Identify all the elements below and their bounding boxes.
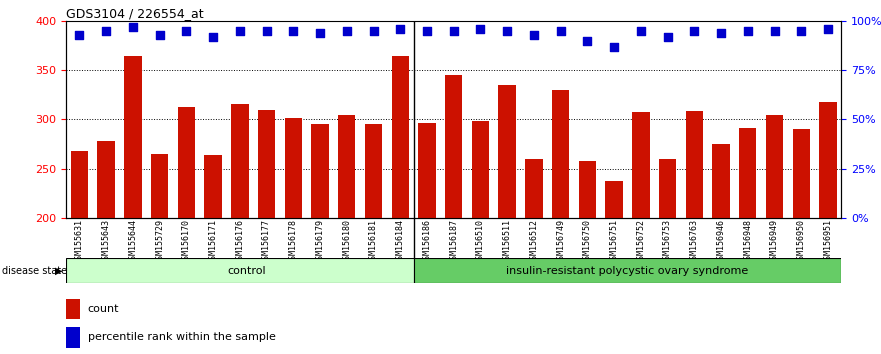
Bar (499, 85, 516, 218)
Text: GSM156753: GSM156753 (663, 219, 672, 264)
Bar (391, 56, 409, 218)
FancyBboxPatch shape (66, 258, 413, 283)
Bar (66, 327, 80, 348)
Text: GSM156180: GSM156180 (343, 219, 352, 264)
Text: GSM156752: GSM156752 (636, 219, 646, 264)
Bar (311, 124, 329, 218)
Point (527, 32, 541, 38)
Bar (418, 124, 436, 218)
Point (794, 28, 808, 34)
Bar (739, 128, 757, 218)
Text: GSM156511: GSM156511 (503, 219, 512, 264)
Text: GSM156749: GSM156749 (556, 219, 565, 264)
Point (260, 28, 274, 34)
Point (821, 26, 835, 32)
Text: GSM156763: GSM156763 (690, 219, 699, 264)
Text: disease state: disease state (2, 266, 67, 276)
Point (420, 28, 434, 34)
Bar (445, 75, 463, 218)
Bar (124, 56, 142, 218)
Point (607, 44, 621, 50)
Point (72, 32, 86, 38)
Text: GSM155643: GSM155643 (101, 219, 111, 264)
Bar (365, 124, 382, 218)
Point (206, 34, 220, 40)
Text: GSM156950: GSM156950 (796, 219, 806, 264)
Point (500, 28, 515, 34)
Bar (685, 111, 703, 218)
Point (661, 34, 675, 40)
Bar (552, 90, 569, 218)
FancyBboxPatch shape (413, 258, 841, 283)
Point (340, 28, 354, 34)
Bar (713, 144, 729, 218)
Point (633, 28, 648, 34)
Text: GSM156184: GSM156184 (396, 219, 404, 264)
Text: GSM156946: GSM156946 (716, 219, 726, 264)
Text: GSM156751: GSM156751 (610, 219, 618, 264)
Text: GSM156186: GSM156186 (423, 219, 432, 264)
Text: control: control (227, 266, 266, 276)
Text: GSM156750: GSM156750 (583, 219, 592, 264)
Bar (659, 159, 677, 218)
Point (714, 30, 728, 36)
Bar (633, 112, 649, 218)
Text: GSM156171: GSM156171 (209, 219, 218, 264)
Point (233, 28, 247, 34)
Bar (338, 115, 355, 218)
Bar (525, 159, 543, 218)
Text: insulin-resistant polycystic ovary syndrome: insulin-resistant polycystic ovary syndr… (507, 266, 749, 276)
Point (553, 28, 567, 34)
Point (447, 28, 461, 34)
Text: GSM156170: GSM156170 (181, 219, 191, 264)
Text: ▶: ▶ (55, 266, 63, 276)
Point (393, 26, 407, 32)
Text: percentile rank within the sample: percentile rank within the sample (88, 332, 276, 342)
Text: GSM156512: GSM156512 (529, 219, 538, 264)
Text: GSM156177: GSM156177 (262, 219, 271, 264)
Point (286, 28, 300, 34)
Point (126, 24, 140, 30)
Bar (766, 115, 783, 218)
Bar (258, 110, 275, 218)
Text: GSM156951: GSM156951 (824, 219, 833, 264)
Point (473, 26, 487, 32)
Bar (819, 102, 837, 218)
Point (180, 28, 194, 34)
Text: GSM156510: GSM156510 (476, 219, 485, 264)
Text: GSM156179: GSM156179 (315, 219, 324, 264)
Bar (66, 298, 80, 319)
Text: count: count (88, 304, 119, 314)
Bar (204, 155, 222, 218)
Bar (793, 129, 810, 218)
Point (313, 30, 327, 36)
Bar (98, 141, 115, 218)
Point (767, 28, 781, 34)
Bar (285, 119, 302, 218)
Text: GSM156176: GSM156176 (235, 219, 244, 264)
Text: GDS3104 / 226554_at: GDS3104 / 226554_at (66, 7, 204, 20)
Text: GSM155729: GSM155729 (155, 219, 164, 264)
Text: GSM156178: GSM156178 (289, 219, 298, 264)
Text: GSM156187: GSM156187 (449, 219, 458, 264)
Bar (579, 161, 596, 218)
Bar (231, 104, 248, 218)
Bar (70, 151, 88, 218)
Point (741, 28, 755, 34)
Point (366, 28, 381, 34)
Text: GSM156949: GSM156949 (770, 219, 779, 264)
Bar (471, 121, 489, 218)
Text: GSM156948: GSM156948 (744, 219, 752, 264)
Bar (151, 154, 168, 218)
Text: GSM155631: GSM155631 (75, 219, 84, 264)
Point (152, 32, 167, 38)
Point (581, 38, 595, 44)
Bar (605, 181, 623, 218)
Text: GSM155644: GSM155644 (129, 219, 137, 264)
Text: GSM156181: GSM156181 (369, 219, 378, 264)
Bar (178, 107, 195, 218)
Point (100, 28, 114, 34)
Point (687, 28, 701, 34)
